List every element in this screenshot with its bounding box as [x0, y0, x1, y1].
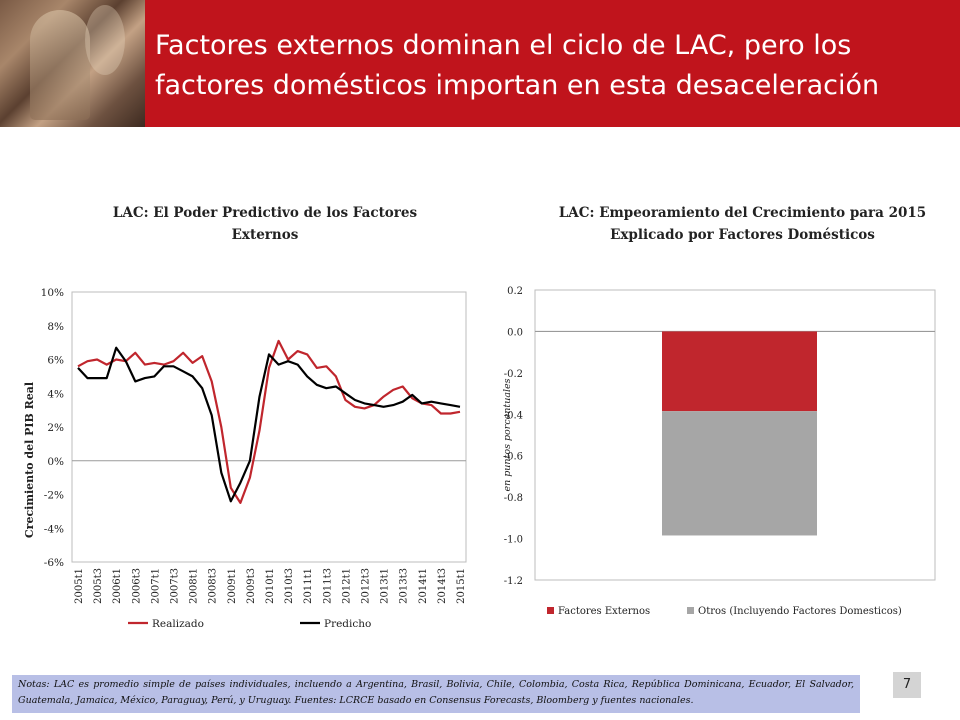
line-chart-x-tick-label: 2012t1 — [341, 568, 352, 604]
bar-chart-y-tick-label: 0.2 — [507, 286, 523, 297]
footnote: Notas: LAC es promedio simple de países … — [12, 675, 860, 713]
line-chart-x-tick-label: 2013t1 — [380, 568, 391, 604]
line-chart-x-tick-label: 2008t3 — [208, 568, 219, 604]
line-chart-x-tick-label: 2008t1 — [189, 568, 200, 604]
line-chart-y-tick-label: 6% — [47, 355, 64, 367]
line-chart-plot-frame — [71, 291, 467, 563]
bar-chart-y-tick-label: -0.8 — [504, 493, 523, 504]
bar-chart-y-tick-label: -0.2 — [504, 369, 523, 380]
line-chart-x-tick-label: 2006t1 — [112, 568, 123, 604]
line-chart-y-axis-label: Crecimiento del PIB Real — [23, 382, 36, 538]
bar-chart-y-tick-label: 0.0 — [507, 327, 523, 338]
line-chart-y-tick-label: -2% — [44, 490, 64, 502]
line-chart-x-tick-label: 2005t1 — [74, 568, 85, 604]
line-chart-x-tick-label: 2005t3 — [93, 568, 104, 604]
bar-chart-y-tick-label: -1.2 — [504, 576, 523, 587]
bar-chart-y-tick-label: -0.4 — [504, 410, 523, 421]
line-chart-x-tick-label: 2014t1 — [418, 568, 429, 604]
line-chart-y-tick-label: 2% — [47, 422, 64, 434]
bar-chart-legend-swatch — [547, 607, 554, 614]
line-chart-y-tick-label: -6% — [44, 557, 64, 569]
line-chart-series-realizado — [77, 339, 461, 504]
bar-chart-legend-label: Otros (Incluyendo Factores Domesticos) — [698, 606, 902, 617]
line-chart-y-tick-label: -4% — [44, 523, 64, 535]
line-chart-x-tick-label: 2007t3 — [170, 568, 181, 604]
line-chart-y-tick-label: 10% — [41, 287, 64, 299]
line-chart-y-tick-label: 8% — [47, 321, 64, 333]
line-chart: 10% 8% 6% 4% 2% 0% -2% -4% -6% 2005t1 2005t3 2006t… — [23, 287, 467, 630]
line-chart-x-tick-label: 2010t1 — [265, 568, 276, 604]
line-chart-x-tick-label: 2015t1 — [456, 568, 467, 604]
line-chart-x-tick-label: 2014t3 — [437, 568, 448, 604]
bar-segment-factores-externos — [662, 331, 817, 412]
line-chart-legend-label: Predicho — [324, 618, 371, 630]
page-title: Factores externos dominan el ciclo de LA… — [155, 30, 880, 101]
line-chart-x-tick-label: 2009t1 — [227, 568, 238, 604]
header-bar: Factores externos dominan el ciclo de LA… — [0, 0, 960, 127]
line-chart-x-tick-label: 2009t3 — [246, 568, 257, 604]
line-chart-x-tick-label: 2013t3 — [399, 568, 410, 604]
line-chart-x-tick-label: 2006t3 — [131, 568, 142, 604]
left-chart-title: LAC: El Poder Predictivo de los Factores… — [112, 205, 418, 243]
bar-chart-y-tick-label: -0.6 — [504, 452, 523, 463]
line-chart-x-tick-label: 2011t1 — [303, 568, 314, 604]
line-chart-legend-label: Realizado — [152, 618, 204, 630]
bar-chart-legend-swatch — [687, 607, 694, 614]
line-chart-y-tick-label: 0% — [47, 456, 64, 468]
bar-chart-y-tick-label: -1.0 — [504, 535, 523, 546]
line-chart-y-tick-label: 4% — [47, 388, 64, 400]
bar-chart: 0.2 0.0 -0.2 -0.4 -0.6 -0.8 -1.0 -1.2 en puntos… — [502, 286, 936, 617]
line-chart-x-tick-label: 2012t3 — [361, 568, 372, 604]
bar-segment-otros — [662, 411, 817, 536]
page-number: 7 — [893, 672, 921, 698]
line-chart-x-tick-label: 2011t3 — [322, 568, 333, 604]
header-mural-image — [0, 0, 145, 127]
bar-chart-plot-frame — [534, 289, 936, 581]
bar-chart-legend-label: Factores Externos — [558, 606, 650, 617]
line-chart-x-tick-label: 2007t1 — [150, 568, 161, 604]
line-chart-series-predicho — [77, 346, 461, 503]
bar-chart-y-axis-label: en puntos porcentuales — [502, 378, 513, 491]
line-chart-x-tick-label: 2010t3 — [284, 568, 295, 604]
right-chart-title: LAC: Empeoramiento del Crecimiento para … — [558, 205, 927, 243]
